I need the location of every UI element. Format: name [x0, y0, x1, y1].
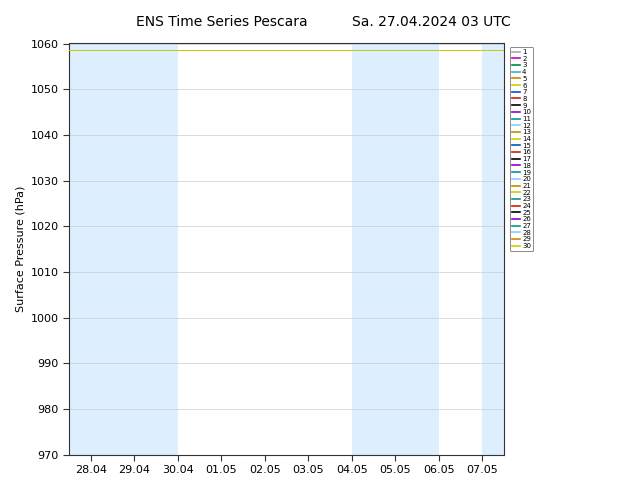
- Bar: [91, 44, 134, 455]
- Text: ENS Time Series Pescara: ENS Time Series Pescara: [136, 15, 307, 29]
- Bar: [134, 44, 178, 455]
- Legend: 1, 2, 3, 4, 5, 6, 7, 8, 9, 10, 11, 12, 13, 14, 15, 16, 17, 18, 19, 20, 21, 22, 2: 1, 2, 3, 4, 5, 6, 7, 8, 9, 10, 11, 12, 1…: [510, 47, 533, 251]
- Bar: [69, 44, 91, 455]
- Y-axis label: Surface Pressure (hPa): Surface Pressure (hPa): [15, 186, 25, 312]
- Bar: [395, 44, 439, 455]
- Bar: [352, 44, 395, 455]
- Bar: [482, 44, 504, 455]
- Text: Sa. 27.04.2024 03 UTC: Sa. 27.04.2024 03 UTC: [352, 15, 510, 29]
